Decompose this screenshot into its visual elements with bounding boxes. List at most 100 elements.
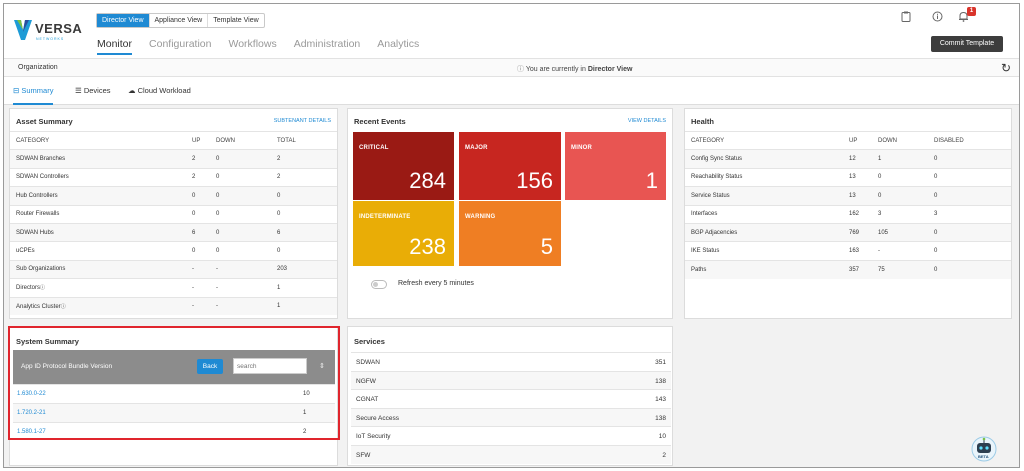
down-cell[interactable]: 0 [872, 167, 928, 187]
down-cell[interactable]: 75 [872, 259, 928, 279]
current-view-notice: ⓘ You are currently in Director View [517, 64, 632, 74]
health-category-link[interactable]: Service Status [685, 186, 843, 206]
total-cell[interactable]: 2 [271, 167, 337, 187]
info-tooltip-icon[interactable]: ⓘ [40, 285, 46, 292]
appliance-view-button[interactable]: Appliance View [150, 14, 209, 27]
sort-icon[interactable]: ⇕ [319, 363, 325, 370]
versa-logo-icon [14, 20, 32, 40]
total-cell[interactable]: 6 [271, 222, 337, 242]
col-disabled: DISABLED [928, 130, 1011, 150]
health-category-link[interactable]: Reachability Status [685, 167, 843, 187]
organization-selector[interactable]: Organization [18, 64, 58, 71]
bundle-version-link[interactable]: 1.720.2-21 [17, 410, 46, 416]
table-row: uCPEs 0 0 0 [10, 241, 337, 261]
system-summary-title: System Summary [16, 337, 79, 346]
auto-refresh-toggle[interactable] [371, 280, 387, 289]
down-cell[interactable]: 1 [872, 149, 928, 169]
total-cell[interactable]: 2 [271, 149, 337, 169]
list-item: Secure Access 138 [351, 407, 671, 427]
table-row: BGP Adjacencies 769 105 0 [685, 222, 1011, 242]
critical-events-tile[interactable]: CRITICAL 284 [353, 132, 454, 200]
view-details-link[interactable]: VIEW DETAILS [627, 118, 666, 124]
total-cell: 203 [271, 259, 337, 279]
search-input[interactable] [233, 358, 307, 374]
info-icon[interactable] [931, 11, 943, 23]
nav-configuration[interactable]: Configuration [149, 38, 212, 50]
highlight-box [8, 326, 340, 440]
nav-workflows[interactable]: Workflows [228, 38, 277, 50]
template-view-button[interactable]: Template View [213, 17, 259, 24]
up-cell[interactable]: 2 [186, 149, 210, 169]
service-count: 143 [655, 396, 666, 404]
table-row: SDWAN Controllers 2 0 2 [10, 167, 337, 187]
health-category-link[interactable]: BGP Adjacencies [685, 222, 843, 242]
service-count: 2 [662, 452, 666, 459]
category-cell: Hub Controllers [10, 186, 186, 206]
down-cell: 0 [210, 241, 271, 261]
bundle-count: 2 [303, 429, 307, 435]
tile-label: MAJOR [465, 145, 488, 151]
service-count: 10 [658, 433, 666, 441]
up-cell[interactable]: 2 [186, 167, 210, 187]
down-cell[interactable]: 0 [872, 186, 928, 206]
app-window: VERSA NETWORKS Director View Appliance V… [3, 3, 1020, 468]
current-view-name: Director View [587, 66, 633, 73]
director-view-button[interactable]: Director View [97, 14, 150, 27]
info-tooltip-icon[interactable]: ⓘ [60, 303, 66, 310]
tab-cloud-workload[interactable]: ☁ Cloud Workload [128, 86, 191, 95]
disabled-cell: 0 [928, 149, 1011, 169]
main-nav: Monitor Configuration Workflows Administ… [97, 38, 436, 55]
up-cell[interactable]: 13 [843, 186, 872, 206]
tab-summary[interactable]: ⊟ Summary [13, 86, 54, 105]
list-item: SDWAN 351 [351, 352, 671, 371]
tile-label: INDETERMINATE [359, 214, 411, 220]
up-cell[interactable]: 162 [843, 204, 872, 224]
tab-cloud-workload-label: Cloud Workload [137, 86, 191, 95]
tile-value: 1 [645, 168, 658, 193]
nav-analytics[interactable]: Analytics [377, 38, 420, 50]
up-cell[interactable]: 769 [843, 222, 872, 242]
list-item: NGFW 138 [351, 370, 671, 390]
service-count: 138 [655, 414, 666, 422]
bundle-version-link[interactable]: 1.580.1-27 [17, 429, 46, 435]
assistant-bot-button[interactable]: BETA [971, 435, 997, 463]
health-category-link[interactable]: Interfaces [685, 204, 843, 224]
table-row: Config Sync Status 12 1 0 [685, 149, 1011, 169]
tab-summary-label: Summary [21, 86, 54, 95]
down-cell[interactable]: 105 [872, 222, 928, 242]
bell-icon[interactable] [957, 11, 969, 23]
up-cell[interactable]: 357 [843, 259, 872, 279]
service-name: SDWAN [356, 359, 380, 366]
indeterminate-events-tile[interactable]: INDETERMINATE 238 [353, 201, 454, 266]
clipboard-icon[interactable] [900, 11, 912, 23]
list-item: 1.580.1-27 2 [13, 422, 335, 441]
nav-monitor[interactable]: Monitor [97, 38, 133, 55]
warning-events-tile[interactable]: WARNING 5 [459, 201, 561, 266]
brand-subtitle: NETWORKS [36, 37, 65, 41]
health-category-link[interactable]: Paths [685, 259, 843, 279]
category-cell: uCPEs [10, 241, 186, 261]
minor-events-tile[interactable]: MINOR 1 [565, 132, 666, 200]
major-events-tile[interactable]: MAJOR 156 [459, 132, 561, 200]
health-category-link[interactable]: IKE Status [685, 241, 843, 261]
list-item: IoT Security 10 [351, 426, 671, 445]
subtenant-details-link[interactable]: SUBTENANT DETAILS [273, 118, 331, 124]
bundle-version-link[interactable]: 1.630.0-22 [17, 391, 46, 397]
summary-icon: ⊟ [13, 86, 22, 95]
down-cell[interactable]: 3 [872, 204, 928, 224]
total-cell: 1 [271, 278, 337, 298]
health-table: CATEGORY UP DOWN DISABLED Config Sync St… [685, 130, 1011, 279]
up-cell[interactable]: 12 [843, 149, 872, 169]
up-cell[interactable]: 13 [843, 167, 872, 187]
back-button[interactable]: Back [197, 359, 223, 374]
brand-logo[interactable]: VERSA NETWORKS [14, 18, 82, 44]
col-up: UP [186, 130, 210, 150]
nav-administration[interactable]: Administration [293, 38, 361, 50]
refresh-icon[interactable]: ↻ [1001, 61, 1012, 75]
commit-template-button[interactable]: Commit Template [931, 36, 1003, 52]
up-cell[interactable]: 6 [186, 222, 210, 242]
up-cell[interactable]: 163 [843, 241, 872, 261]
tab-devices[interactable]: ☰ Devices [75, 86, 111, 95]
table-header-row: CATEGORY UP DOWN DISABLED [685, 130, 1011, 150]
health-category-link[interactable]: Config Sync Status [685, 149, 843, 169]
